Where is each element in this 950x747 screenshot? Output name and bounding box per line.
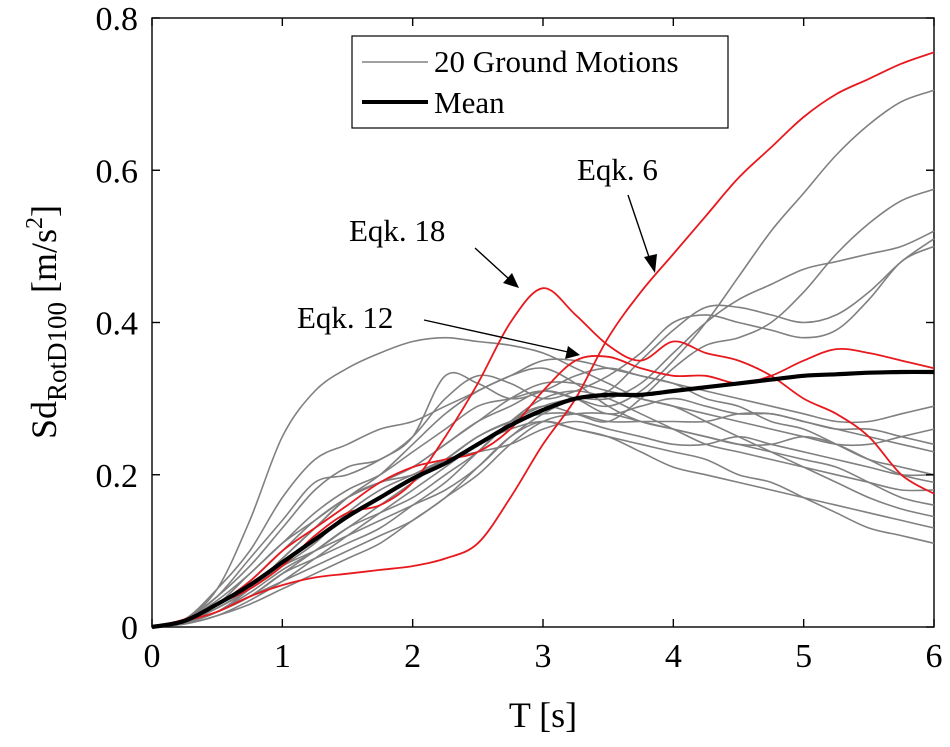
legend-label-ground-motions: 20 Ground Motions	[434, 44, 679, 79]
series-line-eqk-18	[151, 287, 935, 628]
y-tick-label: 0	[121, 610, 138, 647]
x-tick-label: 4	[665, 638, 682, 675]
y-tick-label: 0.2	[96, 458, 139, 495]
annotation-eqk-12-arrow	[423, 319, 569, 353]
series-line-ground-motion-18	[151, 412, 935, 628]
legend: 20 Ground Motions Mean	[351, 35, 729, 129]
y-axis-label-subscript: RotD100	[42, 302, 72, 401]
legend-box	[351, 35, 729, 129]
y-axis-label-unit: [m/s	[24, 229, 64, 302]
series-line-mean	[151, 369, 935, 630]
series-line-ground-motion-11	[151, 367, 935, 628]
y-axis-label-unit-close: ]	[24, 205, 64, 217]
y-tick-label: 0.6	[96, 153, 139, 190]
x-tick-label: 0	[144, 638, 161, 675]
y-axis-label-unit-exponent: 2	[22, 217, 48, 229]
series-layer	[151, 51, 935, 630]
y-tick-label: 0.4	[96, 306, 139, 343]
legend-label-mean: Mean	[434, 85, 505, 120]
series-line-ground-motion-20	[151, 420, 935, 628]
annotation-eqk-6-arrowhead	[644, 254, 657, 273]
x-tick-label: 3	[535, 638, 552, 675]
ticks-layer: 0 1 2 3 4 5 6 0 0.2 0.4 0.6 0.8	[96, 1, 943, 675]
annotation-eqk-6-arrow	[627, 194, 652, 264]
annotation-eqk-18-arrowhead	[503, 273, 519, 288]
x-tick-label: 1	[274, 638, 291, 675]
x-tick-label: 5	[795, 638, 812, 675]
annotation-eqk-6: Eqk. 6	[577, 152, 658, 187]
annotation-eqk-18-arrow	[474, 247, 511, 281]
annotations: Eqk. 6 Eqk. 18 Eqk. 12	[297, 152, 658, 359]
x-axis-label: T [s]	[509, 695, 577, 735]
series-line-eqk-6	[151, 51, 935, 628]
x-tick-label: 2	[404, 638, 421, 675]
annotation-eqk-18: Eqk. 18	[349, 213, 445, 248]
annotation-eqk-12: Eqk. 12	[297, 300, 393, 335]
y-tick-label: 0.8	[96, 1, 139, 38]
y-axis-label-main: Sd	[24, 401, 64, 439]
series-line-eqk-12	[151, 347, 935, 628]
series-line-ground-motion-17	[151, 358, 935, 628]
x-tick-label: 6	[926, 638, 943, 675]
series-line-ground-motion-19	[151, 381, 935, 628]
annotation-eqk-12-arrowhead	[565, 346, 580, 359]
series-line-ground-motion-12	[151, 390, 935, 628]
y-axis-label: SdRotD100 [m/s2]	[22, 205, 72, 439]
